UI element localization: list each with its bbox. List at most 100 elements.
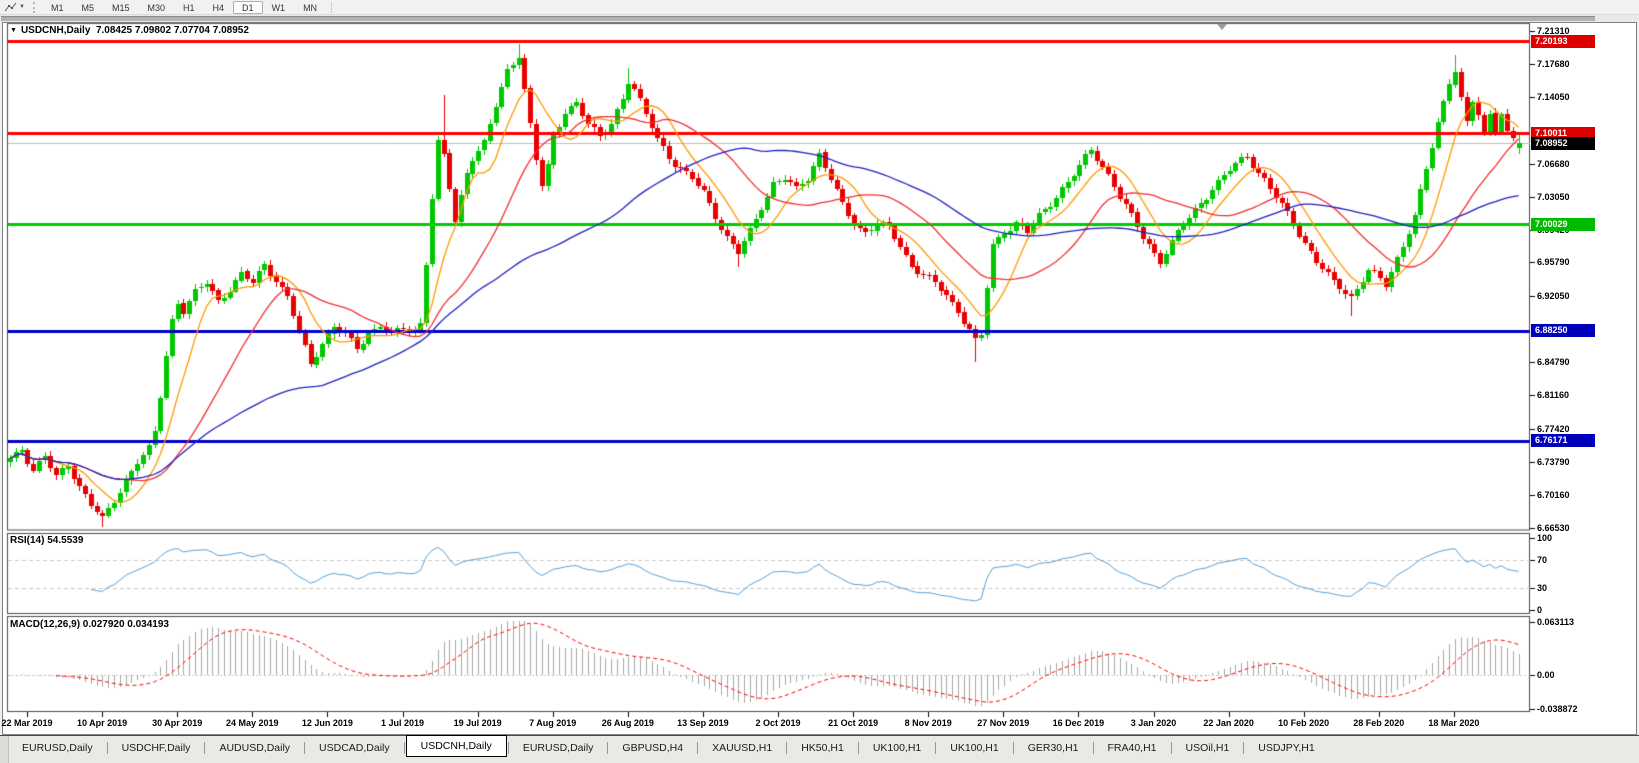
chart-tabs: EURUSD,Daily USDCHF,Daily AUDUSD,Daily USDC… <box>9 735 1328 757</box>
scrollbar-thumb[interactable] <box>1 16 1595 21</box>
macd-axis-label: 0.063113 <box>1537 617 1575 627</box>
price-level-badge: 7.20193 <box>1531 34 1595 48</box>
x-axis-date-label: 16 Dec 2019 <box>1052 718 1105 728</box>
macd-indicator-label: MACD(12,26,9) 0.027920 0.034193 <box>10 619 169 630</box>
timeframe-button-h4[interactable]: H4 <box>204 1 234 14</box>
timeframe-button-w1[interactable]: W1 <box>263 1 295 14</box>
line-tool-button[interactable]: ▼ <box>0 0 29 14</box>
tab-separator <box>607 741 609 754</box>
price-level-badge: 7.08952 <box>1531 136 1595 150</box>
y-axis-tick-label: 7.14050 <box>1537 91 1570 102</box>
chart-tab-uk100-h1[interactable]: UK100,H1 <box>872 741 922 754</box>
price-level-badge: 6.88250 <box>1531 324 1595 338</box>
y-axis-tick-label: 6.70160 <box>1537 490 1570 501</box>
x-axis-date-label: 30 Apr 2019 <box>152 718 203 728</box>
tab-separator <box>857 741 859 754</box>
chart-scrollbar[interactable] <box>0 15 1639 22</box>
tabbar-scroll-button[interactable] <box>0 736 9 763</box>
macd-axis-label: 0.00 <box>1537 670 1555 681</box>
chart-tab-eurusd-daily[interactable]: EURUSD,Daily <box>522 741 594 754</box>
x-axis-date-label: 7 Aug 2019 <box>529 718 577 728</box>
chart-title-ohlc: 7.08425 7.09802 7.07704 7.08952 <box>95 25 249 36</box>
chart-tab-ger30-h1[interactable]: GER30,H1 <box>1027 741 1079 754</box>
tab-separator <box>935 741 937 754</box>
tab-separator <box>786 741 788 754</box>
y-axis-tick-label: 6.95790 <box>1537 257 1570 268</box>
rsi-axis-label: 0 <box>1537 605 1543 615</box>
chart-tab-xauusd-h1[interactable]: XAUUSD,H1 <box>712 741 773 754</box>
tab-separator <box>507 741 509 754</box>
chart-tab-usdcnh-daily[interactable]: USDCNH,Daily <box>405 735 507 757</box>
chart-tabs-bar: EURUSD,Daily USDCHF,Daily AUDUSD,Daily USDC… <box>0 735 1639 763</box>
chart-tab-usdcad-daily[interactable]: USDCAD,Daily <box>319 741 390 754</box>
toolbar: ▼ M1 M5 M15 M30 H1 H4 D1 W1 MN <box>0 0 1639 15</box>
price-level-badge: 7.00029 <box>1531 217 1595 231</box>
tab-separator <box>697 741 699 754</box>
tab-separator <box>1170 741 1172 754</box>
y-axis-tick-label: 7.06680 <box>1537 158 1570 169</box>
y-axis-tick-label: 6.73790 <box>1537 457 1570 468</box>
x-axis-date-label: 10 Apr 2019 <box>76 718 128 728</box>
x-axis-date-label: 26 Aug 2019 <box>601 718 654 728</box>
y-axis-tick-label: 6.81160 <box>1537 390 1570 401</box>
timeframe-button-mn[interactable]: MN <box>294 1 326 14</box>
rsi-axis-label: 100 <box>1537 533 1553 543</box>
polyline-tool-icon <box>4 2 17 11</box>
tab-separator <box>1012 741 1014 754</box>
price-level-badge: 6.76171 <box>1531 434 1595 447</box>
x-axis-date-label: 12 Jun 2019 <box>301 718 353 728</box>
x-axis-date-label: 2 Oct 2019 <box>755 718 801 728</box>
tab-separator <box>304 741 306 754</box>
timeframe-button-m30[interactable]: M30 <box>139 1 175 14</box>
y-axis-tick-label: 7.17680 <box>1537 58 1570 69</box>
collapse-arrow-icon[interactable]: ▼ <box>10 27 17 34</box>
y-axis-tick-label: 6.66530 <box>1537 523 1570 533</box>
y-axis-tick-label: 6.92050 <box>1537 291 1570 302</box>
rsi-axis-label: 70 <box>1537 554 1548 565</box>
chart-tab-gbpusd-h4[interactable]: GBPUSD,H4 <box>622 741 684 754</box>
x-axis-date-label: 27 Nov 2019 <box>977 718 1030 728</box>
chart-tab-uk100-h1[interactable]: UK100,H1 <box>950 741 999 754</box>
timeframe-button-m1[interactable]: M1 <box>42 1 73 14</box>
toolbar-grip[interactable] <box>32 1 38 13</box>
timeframe-button-h1[interactable]: H1 <box>174 1 204 14</box>
tab-separator <box>1092 741 1094 754</box>
x-axis-date-label: 8 Nov 2019 <box>904 718 952 728</box>
chart-tab-usoil-h1[interactable]: USOil,H1 <box>1185 741 1230 754</box>
x-axis-date-label: 19 Jul 2019 <box>453 718 502 728</box>
timeframe-button-d1[interactable]: D1 <box>233 0 263 14</box>
chart-tab-audusd-daily[interactable]: AUDUSD,Daily <box>219 741 291 754</box>
x-axis-date-label: 3 Jan 2020 <box>1130 718 1177 728</box>
tab-separator <box>1243 741 1245 754</box>
chart-tab-eurusd-daily[interactable]: EURUSD,Daily <box>22 741 93 754</box>
tab-separator <box>204 741 206 754</box>
x-axis-date-label: 24 May 2019 <box>226 718 279 728</box>
chevron-down-icon: ▼ <box>19 4 25 10</box>
toolbar-separator <box>331 1 333 13</box>
y-axis-tick-label: 6.77420 <box>1537 424 1570 435</box>
rsi-axis-label: 30 <box>1537 583 1548 594</box>
macd-axis-label: -0.038872 <box>1537 704 1578 714</box>
chart-tab-hk50-h1[interactable]: HK50,H1 <box>801 741 844 754</box>
x-axis-date-label: 18 Mar 2020 <box>1428 718 1480 728</box>
x-axis-date-label: 13 Sep 2019 <box>677 718 729 728</box>
timeframe-button-m15[interactable]: M15 <box>103 1 139 14</box>
x-axis-date-label: 28 Feb 2020 <box>1353 718 1405 728</box>
chart-shift-marker[interactable] <box>1217 24 1227 30</box>
x-axis-date-label: 22 Mar 2019 <box>1 718 53 728</box>
chart-tab-usdjpy-h1[interactable]: USDJPY,H1 <box>1258 741 1315 754</box>
x-axis-date-label: 1 Jul 2019 <box>380 718 425 728</box>
tab-separator <box>403 741 405 754</box>
timeframe-button-m5[interactable]: M5 <box>72 1 103 14</box>
y-axis-tick-label: 6.84790 <box>1537 357 1570 368</box>
chart-title: ▼ USDCNH,Daily 7.08425 7.09802 7.07704 7.… <box>10 25 249 36</box>
y-axis-tick-label: 7.03050 <box>1537 191 1570 202</box>
chart-tab-usdchf-daily[interactable]: USDCHF,Daily <box>121 741 191 754</box>
tab-separator <box>106 741 108 754</box>
chart-tab-fra40-h1[interactable]: FRA40,H1 <box>1107 741 1157 754</box>
chart-title-symbol: USDCNH,Daily <box>20 25 91 36</box>
x-axis-date-label: 21 Oct 2019 <box>828 718 879 728</box>
rsi-indicator-label: RSI(14) 54.5539 <box>10 535 84 546</box>
